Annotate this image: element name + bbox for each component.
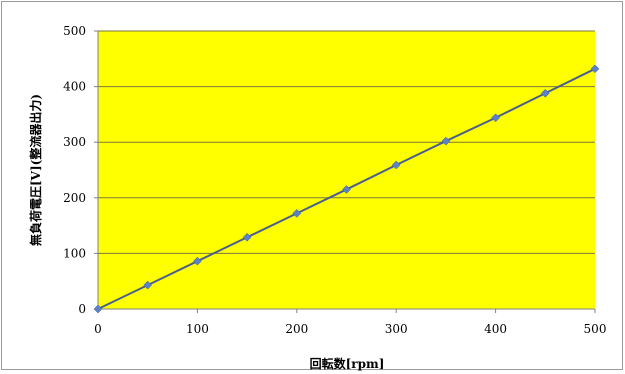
y-tick-labels: 0 100 200 300 400 500 <box>63 24 98 316</box>
data-point <box>193 256 202 266</box>
x-tick-label: 200 <box>285 322 308 336</box>
x-axis-title: 回転数[rpm] <box>310 356 385 371</box>
data-point <box>391 160 401 170</box>
y-tick-label: 500 <box>63 24 86 38</box>
y-tick-label: 0 <box>78 302 86 316</box>
data-point <box>143 280 153 290</box>
x-tick-label: 0 <box>94 322 102 336</box>
x-tick-label: 500 <box>584 322 607 336</box>
y-tick-label: 200 <box>63 191 86 205</box>
data-point <box>93 304 103 314</box>
data-point <box>441 136 451 146</box>
gridlines <box>98 30 595 254</box>
x-tick-label: 300 <box>385 322 408 336</box>
series-group <box>93 64 600 314</box>
data-point <box>540 88 550 98</box>
data-point <box>242 232 252 242</box>
x-tick-labels: 0 100 200 300 400 500 <box>94 309 606 336</box>
y-tick-label: 300 <box>63 135 86 149</box>
y-tick-label: 400 <box>63 80 86 94</box>
data-point <box>491 113 500 123</box>
data-point <box>590 64 600 74</box>
x-tick-label: 400 <box>484 322 507 336</box>
plot-area <box>98 31 595 309</box>
data-point <box>292 209 302 218</box>
x-tick-label: 100 <box>186 322 209 336</box>
y-tick-label: 100 <box>63 246 86 260</box>
data-point <box>342 185 351 194</box>
y-axis-title: 無負荷電圧[V](整流器出力) <box>28 94 43 246</box>
